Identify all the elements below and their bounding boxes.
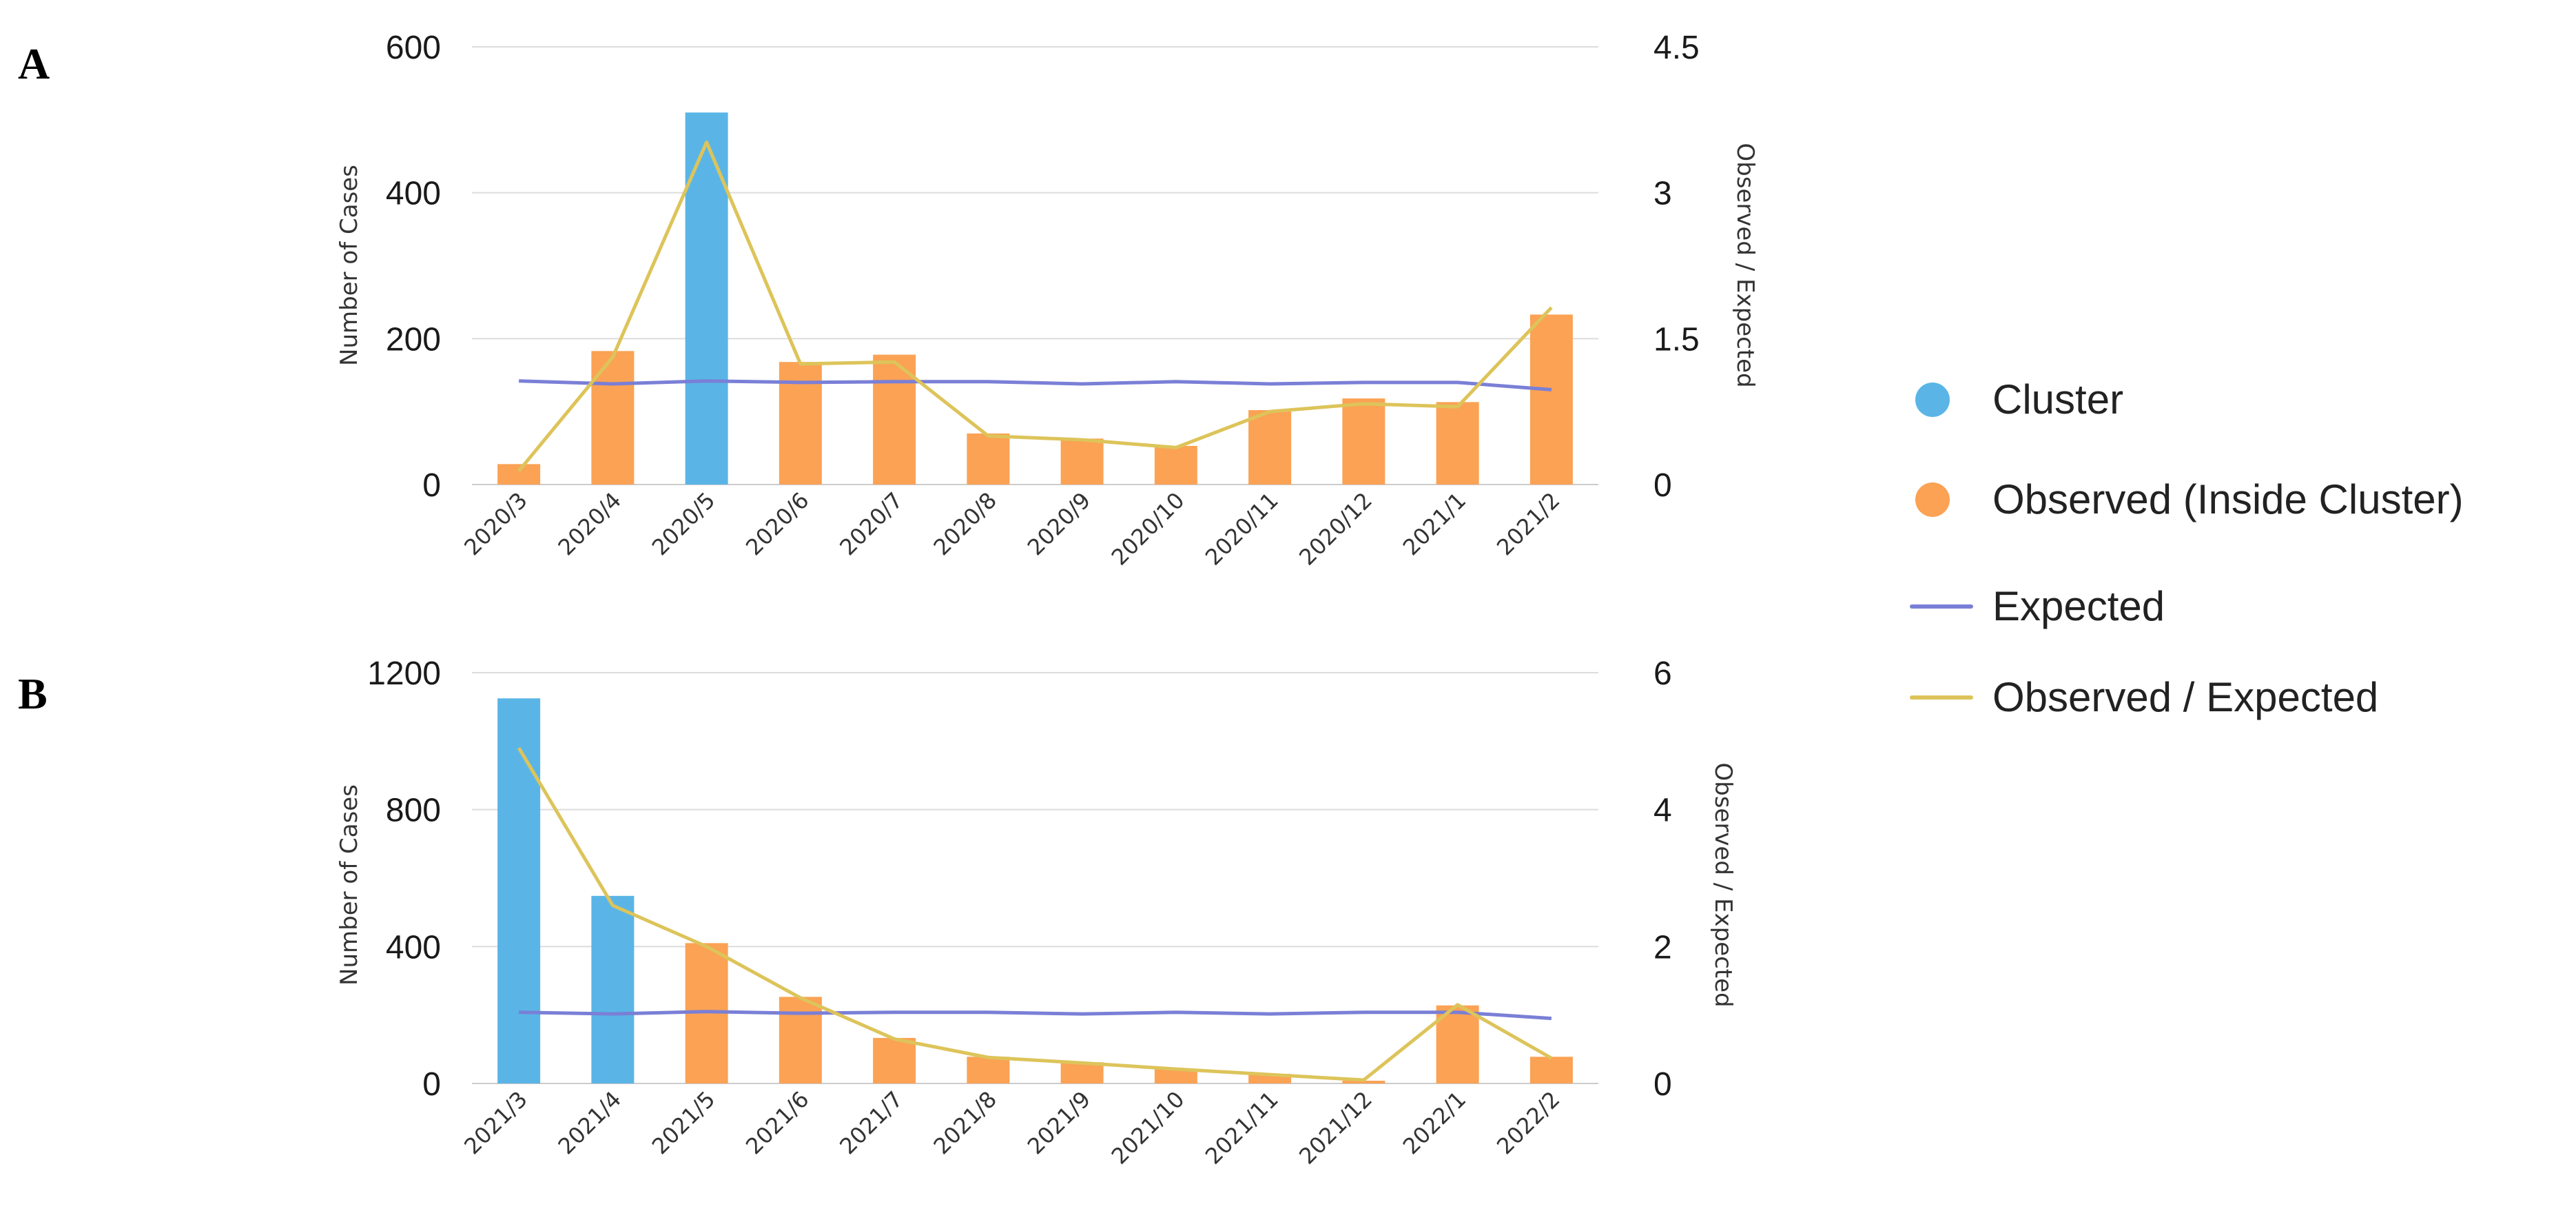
observed-bar (779, 362, 822, 485)
observed-bar (497, 464, 541, 485)
x-tick-label: 2020/11 (1200, 487, 1284, 571)
y-axis-title: Number of Cases (336, 784, 363, 986)
x-tick-label: 2020/6 (741, 487, 814, 560)
y2-tick-label: 0 (1653, 1066, 1672, 1103)
x-tick-label: 2020/9 (1022, 487, 1095, 560)
observed-bar (1529, 314, 1573, 485)
cluster-bar (497, 698, 541, 1083)
observed-bar (1060, 1062, 1104, 1083)
x-tick-label: 2021/4 (553, 1086, 626, 1159)
y-tick-label: 0 (422, 1066, 441, 1103)
x-tick-label: 2021/3 (459, 1086, 532, 1159)
x-tick-label: 2021/7 (834, 1086, 907, 1159)
y2-tick-label: 6 (1653, 655, 1672, 692)
x-tick-label: 2020/4 (553, 487, 626, 560)
line-icon (1910, 604, 1973, 609)
legend-label: Observed (Inside Cluster) (1992, 476, 2464, 522)
observed-bar (1529, 1057, 1573, 1083)
cluster-bar (685, 112, 728, 485)
x-tick-label: 2021/9 (1022, 1086, 1095, 1159)
x-tick-label: 2021/12 (1294, 1086, 1377, 1170)
expected-line (519, 1010, 1552, 1021)
y-axis-title: Number of Cases (336, 165, 363, 366)
y-tick-label: 0 (422, 467, 441, 504)
x-tick-label: 2020/7 (834, 487, 907, 560)
observed-bar (967, 1057, 1010, 1083)
observed-bar (873, 1037, 916, 1083)
legend-label: Observed / Expected (1992, 674, 2379, 720)
x-tick-label: 2020/12 (1294, 487, 1377, 571)
y-tick-label: 800 (386, 793, 441, 829)
x-tick-label: 2020/8 (929, 487, 1002, 560)
y2-axis-title: Observed / Expected (1731, 143, 1759, 387)
y2-axis-title: Observed / Expected (1709, 762, 1737, 1007)
dot-icon (1915, 482, 1950, 517)
x-tick-label: 2021/5 (647, 1086, 720, 1159)
observed-bar (873, 354, 916, 485)
observed-bar (967, 433, 1010, 485)
panel-b-label: B (18, 669, 48, 718)
observed-bar (1060, 438, 1104, 485)
y2-tick-label: 0 (1653, 467, 1672, 504)
y2-tick-label: 4 (1653, 793, 1672, 829)
x-tick-label: 2020/3 (459, 487, 532, 560)
observed-expected-line (517, 140, 1553, 472)
y-tick-label: 400 (386, 176, 441, 212)
observed-bar (1248, 410, 1292, 485)
y-tick-label: 200 (386, 321, 441, 358)
x-tick-label: 2020/5 (647, 487, 720, 560)
y-tick-label: 600 (386, 30, 441, 66)
y2-tick-label: 1.5 (1653, 321, 1700, 358)
x-tick-label: 2021/11 (1200, 1086, 1284, 1170)
observed-bar (1436, 402, 1479, 485)
dot-icon (1915, 383, 1950, 417)
panel-a-label: A (18, 39, 50, 88)
legend-label: Cluster (1992, 376, 2124, 422)
chart-b: 0 400 800 1200 0 2 4 6 Number of Cases Observed /… (336, 655, 1737, 1170)
observed-bar (1342, 1081, 1385, 1083)
x-tick-label: 2021/6 (741, 1086, 814, 1159)
observed-expected-line (517, 746, 1553, 1082)
x-tick-label: 2022/2 (1492, 1086, 1565, 1159)
observed-bar (1154, 1069, 1197, 1083)
observed-bar (779, 997, 822, 1083)
y2-tick-label: 2 (1653, 929, 1672, 966)
expected-line (519, 379, 1552, 391)
cluster-bar (591, 895, 635, 1083)
chart-a: 0 200 400 600 0 1.5 3 4.5 Number of Cases Observe… (336, 30, 1759, 571)
line-icon (1910, 695, 1973, 700)
observed-bar (1436, 1005, 1479, 1083)
y2-tick-label: 4.5 (1653, 30, 1700, 66)
observed-bar (591, 351, 635, 485)
y-tick-label: 1200 (367, 655, 441, 692)
legend-label: Expected (1992, 583, 2165, 629)
x-tick-label: 2021/10 (1106, 1086, 1190, 1170)
x-tick-label: 2021/8 (929, 1086, 1002, 1159)
x-tick-label: 2020/10 (1106, 487, 1190, 571)
y-tick-label: 400 (386, 929, 441, 966)
observed-bar (1342, 398, 1385, 485)
y2-tick-label: 3 (1653, 176, 1672, 212)
observed-bar (1154, 445, 1197, 485)
x-tick-label: 2021/1 (1398, 487, 1471, 560)
x-tick-label: 2021/2 (1492, 487, 1565, 560)
x-tick-label: 2022/1 (1398, 1086, 1471, 1159)
